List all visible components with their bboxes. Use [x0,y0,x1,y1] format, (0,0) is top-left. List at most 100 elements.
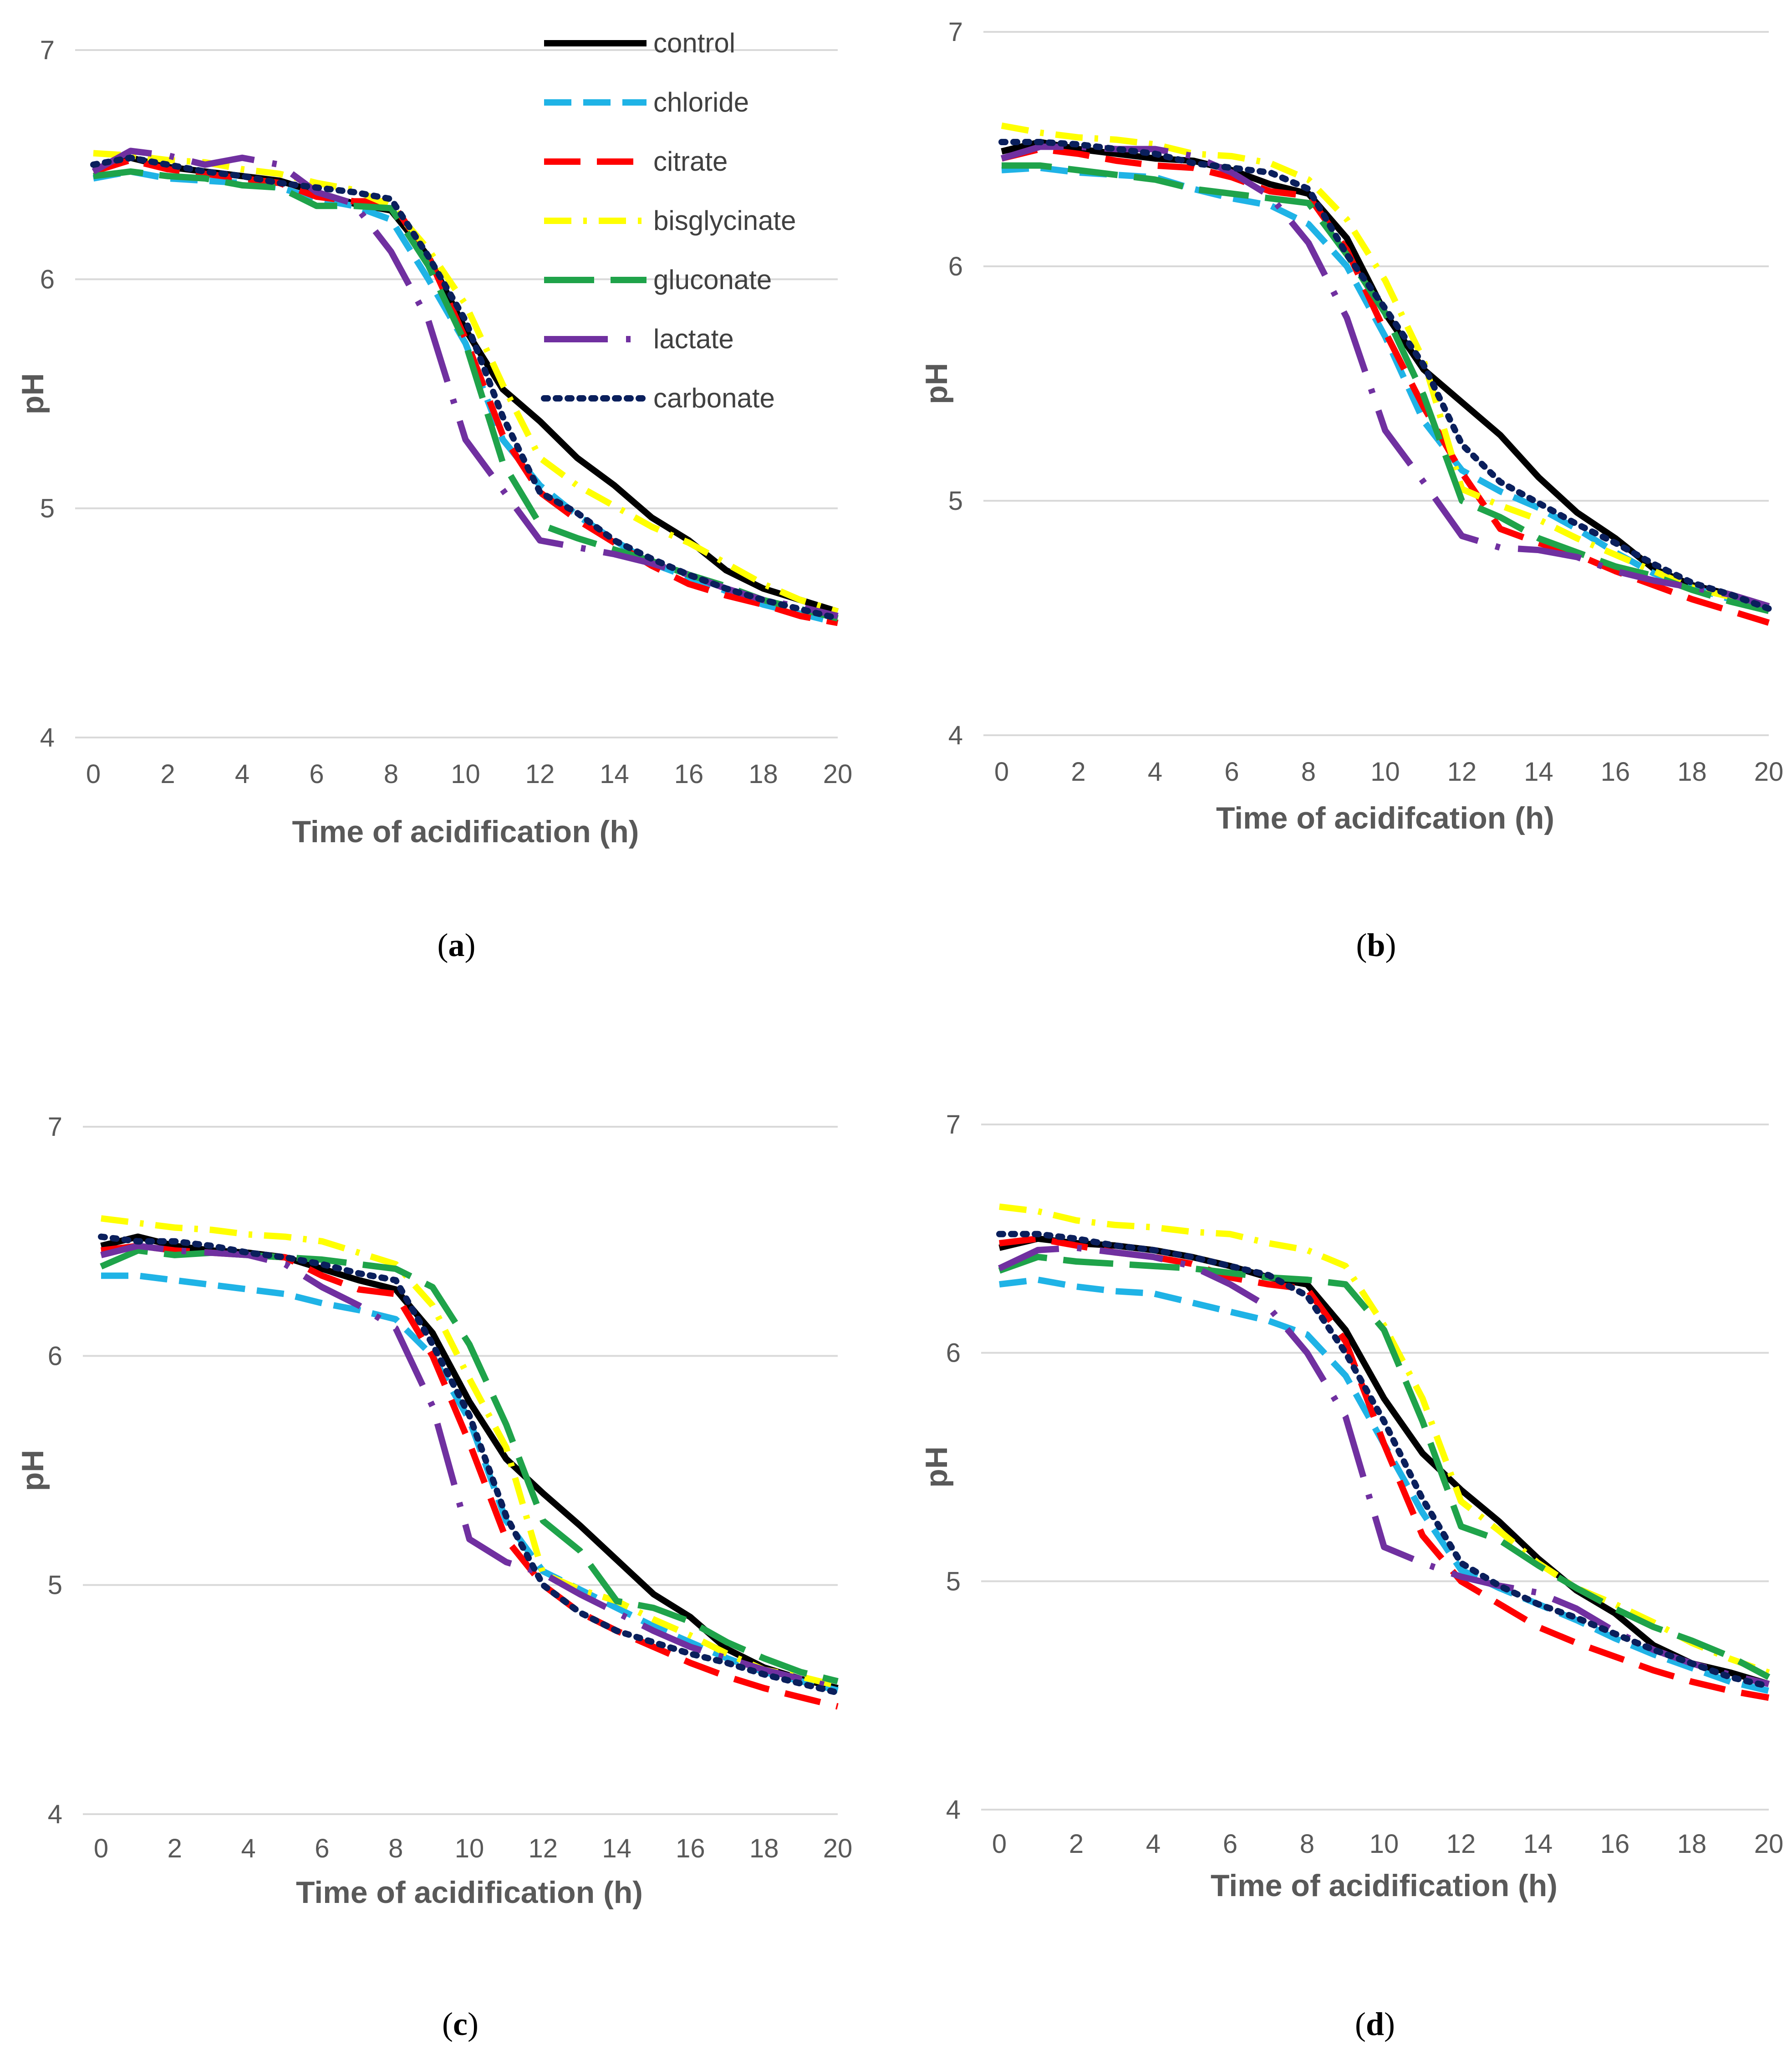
y-axis-title: pH [919,363,954,404]
series-line-lactate [1000,143,1770,610]
x-tick-label: 12 [525,759,555,789]
series-line-lactate [998,1244,1770,1687]
x-tick-label: 14 [1524,757,1553,787]
x-tick-label: 10 [1370,757,1400,787]
x-tick-label: 2 [1069,1829,1084,1859]
y-axis-title: pH [15,373,50,415]
series-line-carbonate [998,139,1772,612]
series-line-chloride [92,168,839,626]
x-tick-label: 4 [241,1834,255,1863]
y-tick-label: 6 [948,252,963,281]
series-line-citrate [101,1242,839,1710]
panel-caption: (a) [438,927,476,963]
legend-label-bisglycinate: bisglycinate [653,205,796,236]
x-tick-label: 12 [529,1834,558,1863]
series-line-gluconate [1002,162,1770,614]
y-tick-label: 5 [48,1571,62,1600]
x-tick-label: 8 [388,1834,403,1863]
x-tick-label: 14 [1523,1829,1553,1859]
x-tick-label: 14 [600,759,629,789]
y-tick-label: 6 [48,1341,62,1371]
x-tick-label: 10 [455,1834,484,1863]
x-tick-label: 0 [994,757,1009,787]
x-tick-label: 2 [1071,757,1085,787]
series-line-chloride [101,1272,839,1694]
x-tick-label: 8 [1301,757,1316,787]
y-tick-label: 5 [946,1567,961,1596]
series-line-carbonate [996,1231,1772,1690]
y-tick-label: 7 [48,1112,62,1142]
x-tick-label: 2 [168,1834,182,1863]
panel-b: 4 5 6 7 0 2 4 6 8 10 12 14 16 18 20 Time of acidifcatio… [919,17,1783,963]
x-tick-label: 16 [1601,757,1630,787]
x-tick-label: 4 [1148,757,1162,787]
series-line-control [100,1233,839,1691]
x-tick-label: 18 [748,759,778,789]
x-tick-label: 20 [1754,757,1784,787]
y-tick-label: 6 [40,264,55,294]
x-tick-label: 12 [1447,757,1477,787]
x-tick-label: 16 [1600,1829,1630,1859]
series-line-lactate [100,1242,839,1691]
x-tick-label: 16 [674,759,704,789]
x-tick-label: 18 [1677,1829,1707,1859]
series-line-bisglycinate [1001,122,1770,610]
x-tick-label: 14 [602,1834,631,1863]
x-tick-label: 16 [676,1834,705,1863]
x-axis-title: Time of acidification (h) [1211,1868,1558,1903]
legend-label-gluconate: gluconate [653,264,772,295]
x-tick-label: 8 [384,759,398,789]
series-line-control [998,1235,1770,1687]
y-tick-label: 7 [40,36,55,65]
panel-caption: (d) [1355,2006,1395,2042]
series-line-citrate [1001,146,1770,626]
x-tick-label: 4 [235,759,249,789]
series-line-gluconate [998,1254,1771,1680]
x-axis-title: Time of acidification (h) [296,1875,643,1910]
y-tick-label: 7 [946,1110,961,1139]
x-tick-label: 10 [1369,1829,1399,1859]
series-line-gluconate [100,1247,839,1684]
y-tick-label: 4 [40,723,55,753]
y-tick-label: 4 [946,1795,961,1825]
x-tick-label: 8 [1300,1829,1314,1859]
legend-label-control: control [653,28,735,58]
panel-c: 4 5 6 7 0 2 4 6 8 10 12 14 16 18 20 Time of acidificati… [15,1112,852,2042]
series-line-chloride [1001,164,1770,612]
x-tick-label: 6 [315,1834,329,1863]
x-tick-label: 4 [1146,1829,1161,1859]
y-tick-label: 6 [946,1338,961,1368]
x-tick-label: 18 [1677,757,1707,787]
x-tick-label: 0 [86,759,101,789]
y-tick-label: 7 [948,17,963,47]
y-tick-label: 4 [48,1800,62,1829]
series-line-citrate [92,157,839,626]
x-tick-label: 2 [160,759,175,789]
x-axis-title: Time of acidification (h) [292,814,639,849]
series-line-control [1001,139,1770,610]
x-tick-label: 6 [1223,1829,1237,1859]
series-line-bisglycinate [101,1215,839,1689]
x-tick-label: 0 [992,1829,1007,1859]
panel-caption: (b) [1356,927,1396,963]
x-tick-label: 6 [309,759,324,789]
x-tick-label: 12 [1446,1829,1476,1859]
panel-a: 4 5 6 7 0 2 4 6 8 10 12 14 16 18 20 Time of acidificati… [15,36,852,963]
y-tick-label: 5 [40,494,55,524]
y-axis-title: pH [15,1450,50,1491]
x-tick-label: 10 [451,759,480,789]
y-axis-title: pH [919,1446,954,1488]
legend-label-chloride: chloride [653,87,749,117]
x-tick-label: 20 [823,759,853,789]
legend-label-lactate: lactate [653,324,734,354]
legend: control chloride citrate bisglycinate glucon… [541,28,796,413]
x-tick-label: 18 [749,1834,779,1863]
panel-d: 4 5 6 7 0 2 4 6 8 10 12 14 16 18 20 Time of acidificati… [919,1110,1783,2042]
x-tick-label: 6 [1224,757,1239,787]
x-tick-label: 0 [94,1834,108,1863]
x-tick-label: 20 [1754,1829,1784,1859]
y-tick-label: 4 [948,721,963,750]
x-axis-title: Time of acidifcation (h) [1216,801,1554,835]
panel-caption: (c) [442,2006,479,2042]
